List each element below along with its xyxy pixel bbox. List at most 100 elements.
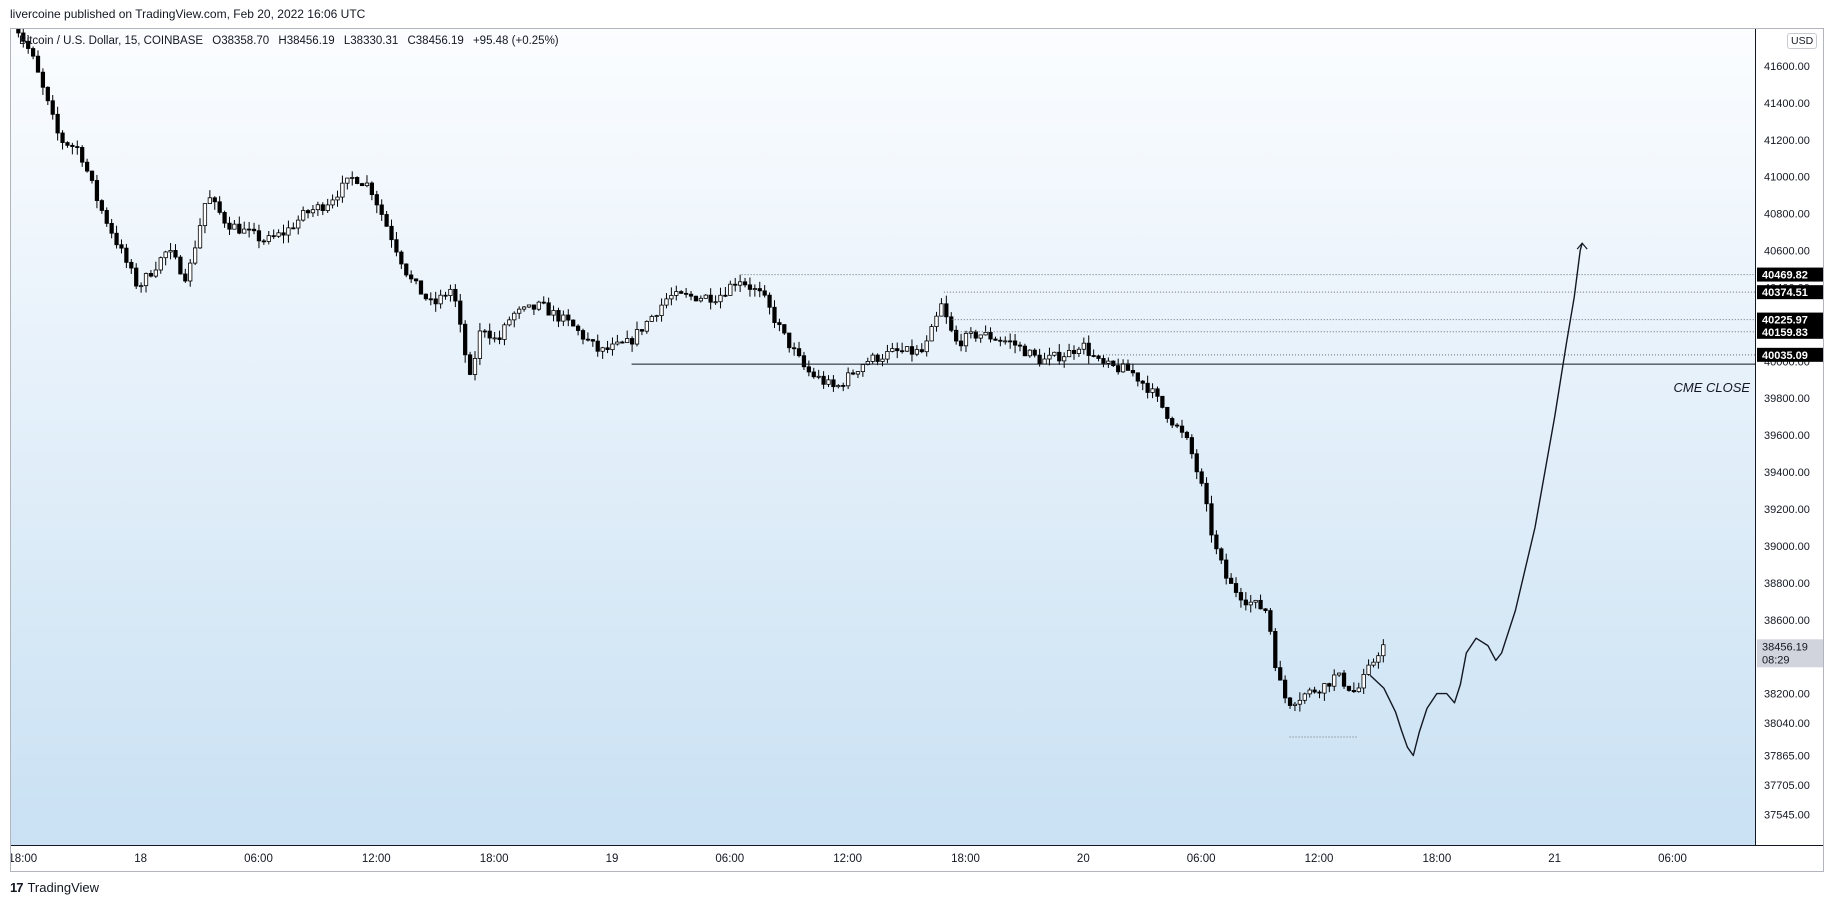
candle-body <box>45 86 50 102</box>
projection-path[interactable] <box>1369 243 1583 757</box>
candle-body <box>301 210 306 221</box>
candle-body <box>1101 358 1106 364</box>
candle-body <box>330 199 335 206</box>
candle-body <box>315 204 320 211</box>
candle-body <box>16 29 21 34</box>
candle-body <box>188 262 193 282</box>
price-level-label: 40225.97 <box>1762 315 1808 327</box>
candle-body <box>1268 610 1273 632</box>
candle-body <box>1076 348 1082 354</box>
candle-body <box>973 331 978 339</box>
candle-body <box>615 341 620 345</box>
candle-body <box>507 319 512 326</box>
candle-body <box>1283 679 1288 699</box>
candle-body <box>924 340 929 353</box>
candle-body <box>639 329 645 332</box>
candle-body <box>733 283 738 286</box>
candle-body <box>492 337 497 340</box>
chart-container[interactable]: CME CLOSE Bitcoin / U.S. Dollar, 15, COI… <box>10 28 1824 872</box>
publisher-header: livercoine published on TradingView.com,… <box>10 7 366 21</box>
candle-body <box>713 301 718 304</box>
candle-body <box>649 316 654 322</box>
candle-body <box>688 293 694 297</box>
candle-body <box>1278 667 1283 681</box>
candle-body <box>762 290 767 296</box>
tradingview-logo-icon: 17 <box>10 880 24 895</box>
candle-body <box>1086 342 1091 356</box>
candle-body <box>448 288 453 297</box>
candle-body <box>281 232 286 236</box>
candle-body <box>94 180 100 201</box>
legend-high: H38456.19 <box>278 35 335 47</box>
candle-body <box>325 204 330 211</box>
candle-body <box>261 240 266 243</box>
time-tick-label: 06:00 <box>1187 853 1216 865</box>
candle-body <box>659 304 664 316</box>
candle-body <box>1017 344 1023 347</box>
candle-body <box>1297 699 1302 705</box>
candle-body <box>958 340 964 347</box>
candle-body <box>379 204 384 215</box>
price-tick-label: 40600.00 <box>1764 246 1810 258</box>
candle-body <box>934 315 939 327</box>
candle-body <box>394 239 399 253</box>
candle-body <box>467 354 473 375</box>
candle-body <box>841 385 846 387</box>
candle-body <box>811 371 816 378</box>
candle-body <box>1022 345 1028 357</box>
candle-body <box>1008 340 1013 343</box>
candle-body <box>580 330 586 340</box>
price-tick-label: 39600.00 <box>1764 430 1810 442</box>
candle-body <box>134 267 139 287</box>
candle-body <box>458 300 463 325</box>
candle-body <box>629 338 635 345</box>
candle-body <box>512 312 517 321</box>
candle-body <box>983 332 988 336</box>
candle-body <box>242 228 247 234</box>
candle-body <box>30 48 36 57</box>
time-tick-label: 21 <box>1548 853 1561 865</box>
candle-body <box>168 250 173 253</box>
candle-body <box>193 247 198 264</box>
candle-body <box>389 225 394 241</box>
candle-body <box>433 298 438 305</box>
candle-body <box>207 197 212 204</box>
candle-body <box>276 232 281 237</box>
current-price-label: 38456.19 <box>1762 641 1808 653</box>
bar-countdown-label: 08:29 <box>1762 654 1790 666</box>
candle-body <box>1366 664 1371 675</box>
candle-body <box>1214 534 1219 550</box>
candle-body <box>561 314 566 322</box>
candle-body <box>836 385 841 388</box>
current-price-badge <box>1757 639 1823 668</box>
candle-body <box>1332 674 1337 687</box>
candle-body <box>978 334 983 339</box>
currency-button[interactable]: USD <box>1787 33 1818 49</box>
candle-body <box>595 340 600 352</box>
candle-body <box>1170 418 1175 426</box>
candle-body <box>546 302 551 316</box>
time-tick-label: 18:00 <box>11 853 37 865</box>
candle-body <box>247 228 252 231</box>
candle-body <box>1228 577 1234 584</box>
candlestick-chart[interactable]: CME CLOSE <box>11 29 1755 845</box>
candle-body <box>846 372 851 387</box>
price-tick-label: 41200.00 <box>1764 135 1810 147</box>
candle-body <box>988 332 993 340</box>
candle-body <box>679 291 684 294</box>
time-axis[interactable]: 18:00 18 06:00 12:00 18:00 19 06:00 12:00 18:00 2… <box>11 845 1823 871</box>
price-level-label: 40159.83 <box>1762 327 1808 339</box>
candle-body <box>1027 349 1032 357</box>
price-axis[interactable]: 41600.00 41400.00 41200.00 41000.00 40800.00… <box>1755 29 1823 845</box>
candle-body <box>703 294 708 299</box>
candle-body <box>119 244 124 249</box>
footer: 17 TradingView <box>10 880 99 895</box>
candle-body <box>1047 354 1052 360</box>
candle-body <box>1081 342 1086 350</box>
time-tick-label: 12:00 <box>1305 853 1334 865</box>
plot-area[interactable]: CME CLOSE <box>11 29 1755 845</box>
candle-body <box>1032 349 1037 356</box>
symbol-legend: Bitcoin / U.S. Dollar, 15, COINBASE O383… <box>19 35 565 47</box>
price-level-badge <box>1757 285 1823 300</box>
price-axis-labels: 41600.00 41400.00 41200.00 41000.00 40800.00… <box>1757 61 1823 822</box>
